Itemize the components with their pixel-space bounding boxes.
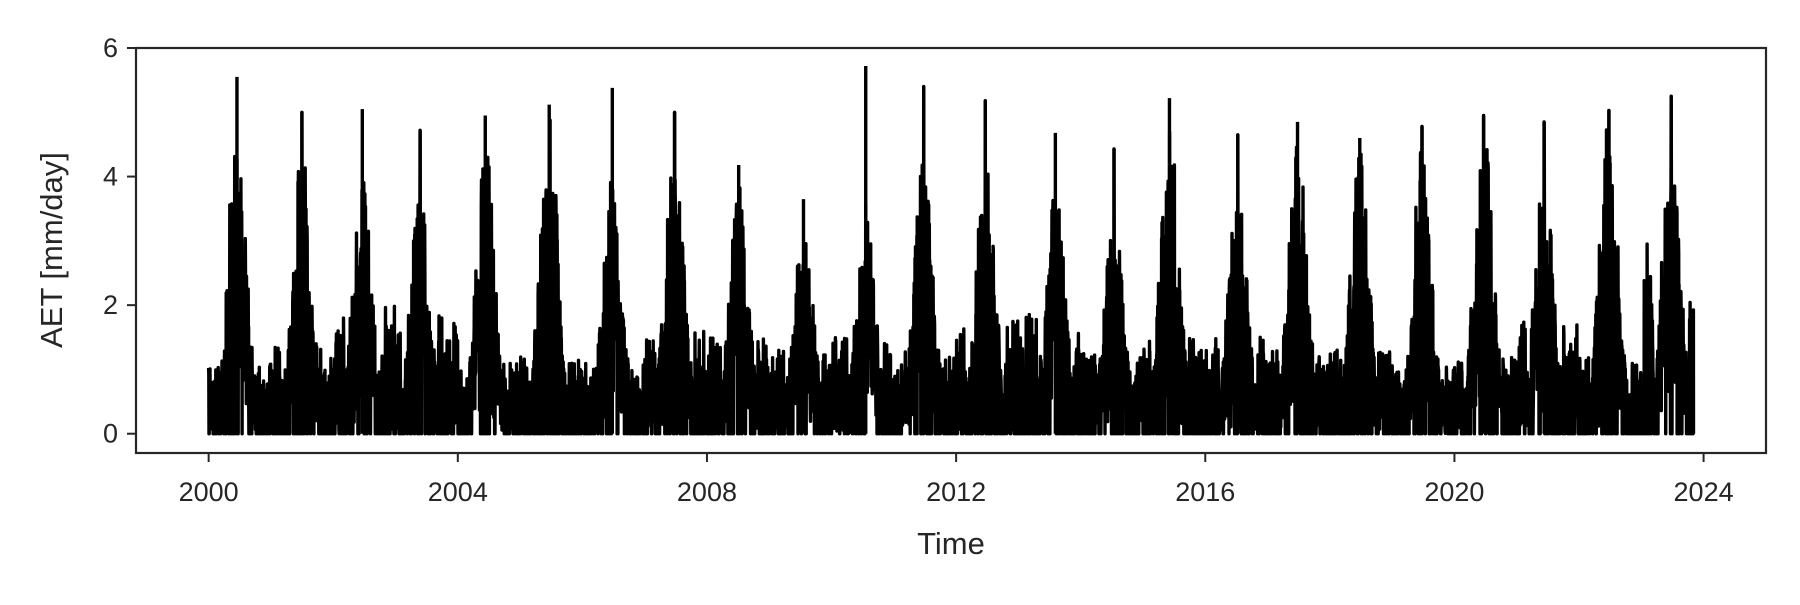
x-axis-title: Time (917, 526, 985, 561)
x-tick-label: 2016 (1175, 477, 1235, 507)
y-axis-title: AET [mm/day] (34, 152, 69, 348)
x-tick-label: 2024 (1674, 477, 1734, 507)
x-tick-label: 2000 (179, 477, 239, 507)
x-tick-label: 2004 (428, 477, 488, 507)
y-tick-label: 2 (103, 290, 118, 320)
x-tick-label: 2008 (677, 477, 737, 507)
plot-area-frame (134, 46, 1768, 455)
aet-series-line (206, 84, 1696, 436)
y-tick-label: 4 (103, 162, 118, 192)
x-axis: 2000 2004 2008 2012 2016 2020 2024 (179, 453, 1734, 507)
series-layer (206, 66, 1696, 436)
y-tick-label: 0 (103, 419, 118, 449)
y-axis: 0 2 4 6 (103, 33, 136, 449)
x-tick-label: 2012 (926, 477, 986, 507)
y-tick-label: 6 (103, 33, 118, 63)
x-tick-label: 2020 (1424, 477, 1484, 507)
